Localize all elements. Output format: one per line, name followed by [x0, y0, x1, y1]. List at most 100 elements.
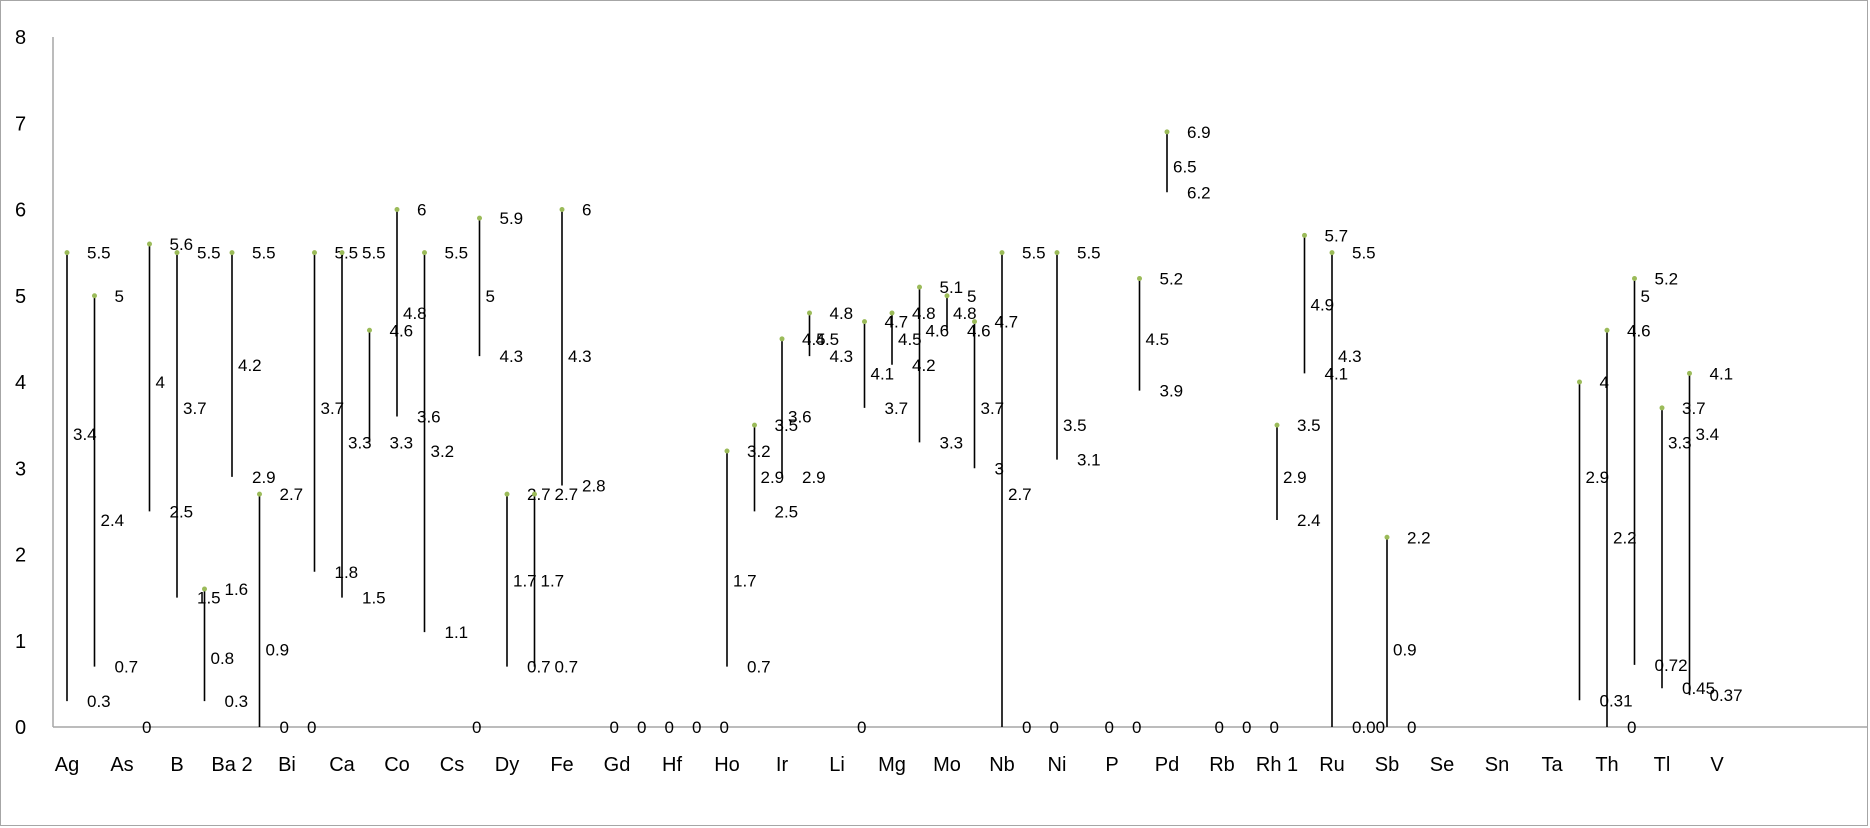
data-label-low: 4.3 [500, 347, 524, 366]
high-marker [64, 250, 70, 256]
data-label-high: 0 [142, 718, 151, 737]
data-label-high: 4.6 [390, 321, 414, 340]
x-tick-label: P [1105, 754, 1118, 776]
data-label-high: 5.7 [1325, 226, 1349, 245]
data-label-low: 0.7 [115, 658, 139, 677]
data-label-high: 5.1 [940, 278, 964, 297]
high-marker [1604, 327, 1610, 333]
data-label-mid: 3.3 [1668, 433, 1692, 452]
x-tick-label: Sb [1375, 754, 1399, 776]
data-label-mid: 5 [486, 287, 495, 306]
data-label-low: 0.72 [1655, 656, 1688, 675]
x-tick-label: Rh 1 [1256, 754, 1298, 776]
x-tick-label: Dy [495, 754, 519, 776]
data-label-high: 5.5 [335, 244, 359, 263]
x-tick-label: Se [1430, 754, 1454, 776]
data-label-high: 3.2 [747, 442, 771, 461]
data-label-mid: 0.9 [1393, 640, 1417, 659]
x-tick-label: Sn [1485, 754, 1509, 776]
high-marker [752, 422, 757, 428]
data-label-high: 4.7 [885, 313, 909, 332]
data-label-mid: 3.7 [183, 399, 207, 418]
x-tick-label: B [170, 754, 183, 776]
y-tick-label: 5 [15, 286, 26, 308]
high-marker [862, 319, 867, 325]
high-marker [1137, 276, 1142, 281]
data-label-high: 5.5 [362, 244, 386, 263]
data-label-low: 1.1 [445, 623, 469, 642]
data-label-mid: 3.5 [1063, 416, 1087, 435]
data-label-mid: 4 [156, 373, 165, 392]
data-label-mid: 4.2 [238, 356, 262, 375]
data-label-mid: 1.7 [513, 571, 537, 590]
data-label-high: 0 [1050, 718, 1059, 737]
data-label-low: 0.37 [1710, 686, 1743, 705]
data-label-mid: 0.9 [266, 640, 290, 659]
data-label-high: 5.5 [1352, 244, 1376, 263]
high-marker [339, 250, 345, 256]
data-label-high: 5.9 [500, 209, 524, 228]
x-tick-label: Rb [1209, 754, 1235, 776]
data-label-mid: 1.7 [733, 571, 757, 590]
data-label-high: 0 [1105, 718, 1114, 737]
high-marker [999, 250, 1005, 256]
x-tick-label: Th [1595, 754, 1618, 776]
data-label-mid: 3.4 [73, 425, 97, 444]
data-label-mid: 4.3 [568, 347, 592, 366]
data-label-low: 0.3 [225, 692, 249, 711]
x-tick-label: Cs [440, 754, 464, 776]
x-tick-label: Ho [714, 754, 740, 776]
high-marker [917, 284, 922, 290]
data-label-low: 0.31 [1600, 691, 1633, 710]
high-marker [202, 586, 207, 592]
data-label-high: 6.9 [1187, 123, 1211, 142]
high-marker [422, 250, 427, 256]
data-label-low: 2.5 [170, 502, 194, 521]
data-label-high: 0 [610, 718, 619, 737]
high-marker [1659, 405, 1665, 411]
data-label-mid: 2.9 [1283, 468, 1307, 487]
data-label-low: 3 [995, 459, 1004, 478]
high-marker [147, 241, 152, 247]
x-tick-label: Li [829, 754, 845, 776]
high-marker [1274, 422, 1280, 428]
data-label-high: 5.5 [252, 244, 276, 263]
data-label-high: 4.1 [1710, 364, 1734, 383]
data-label-low: 6.2 [1187, 183, 1211, 202]
high-marker [174, 250, 180, 256]
high-marker [477, 215, 482, 221]
high-marker [889, 310, 895, 316]
data-label-mid: 4.5 [898, 330, 922, 349]
data-label-low: 3.7 [885, 399, 909, 418]
high-marker [1329, 250, 1335, 256]
data-label-mid: 4.8 [953, 304, 977, 323]
data-label-high: 4.8 [912, 304, 936, 323]
data-label-high: 0 [307, 718, 316, 737]
high-marker [367, 327, 372, 333]
data-label-mid: 2.7 [1008, 485, 1032, 504]
high-marker [1632, 276, 1637, 281]
data-label-mid: 1.7 [541, 571, 565, 590]
x-tick-label: Hf [662, 754, 682, 776]
high-marker [394, 207, 400, 212]
data-label-mid: 3.3 [348, 433, 372, 452]
x-tick-label: As [110, 754, 133, 776]
data-label-low: 4.1 [1325, 364, 1349, 383]
high-marker [779, 336, 785, 342]
high-marker [257, 491, 262, 497]
y-tick-label: 8 [15, 27, 26, 49]
data-label-high: 0 [637, 718, 646, 737]
x-tick-label: Gd [604, 754, 631, 776]
high-marker [1577, 379, 1582, 385]
data-label-mid: 3.7 [981, 399, 1005, 418]
high-marker [504, 491, 510, 497]
x-tick-label: Ni [1048, 754, 1067, 776]
data-label-low: 2.9 [802, 468, 826, 487]
high-marker [532, 491, 537, 497]
data-label-high: 0 [1270, 718, 1279, 737]
data-label-high: 2.2 [1407, 528, 1431, 547]
data-label-high: 5.2 [1655, 270, 1679, 289]
x-tick-label: Ta [1541, 754, 1563, 776]
